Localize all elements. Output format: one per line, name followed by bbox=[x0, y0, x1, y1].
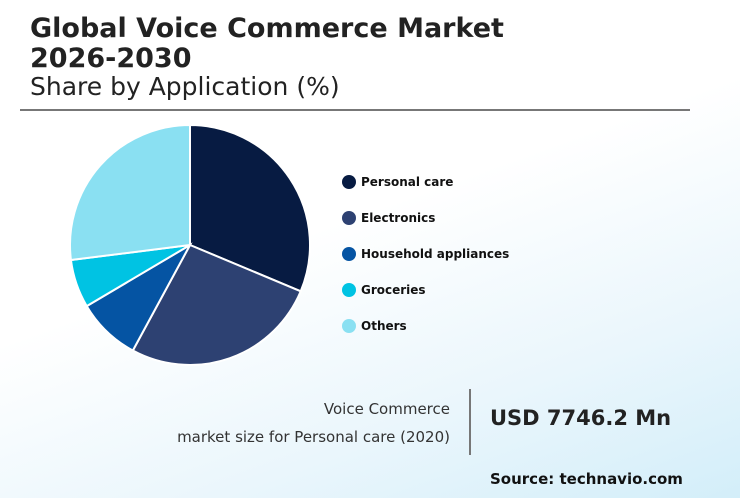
legend-item: Groceries bbox=[342, 283, 426, 297]
title-line-1: Global Voice Commerce Market bbox=[30, 13, 504, 44]
legend-swatch bbox=[342, 175, 356, 189]
title-line-2: 2026-2030 bbox=[30, 43, 192, 74]
legend-swatch bbox=[342, 247, 356, 261]
chart-subtitle: Share by Application (%) bbox=[30, 72, 340, 101]
pie-slice-personal-care bbox=[189, 123, 311, 293]
legend-swatch bbox=[342, 283, 356, 297]
legend-label: Others bbox=[361, 319, 407, 333]
legend-swatch bbox=[342, 211, 356, 225]
legend-item: Others bbox=[342, 319, 407, 333]
divider-vertical bbox=[469, 389, 471, 455]
market-size-label-2: market size for Personal care (2020) bbox=[177, 428, 450, 446]
source-text: Source: technavio.com bbox=[490, 470, 683, 488]
legend-label: Personal care bbox=[361, 175, 454, 189]
legend-item: Electronics bbox=[342, 211, 435, 225]
legend-item: Household appliances bbox=[342, 247, 509, 261]
legend-swatch bbox=[342, 319, 356, 333]
pie-slice-others bbox=[69, 123, 191, 262]
legend-label: Household appliances bbox=[361, 247, 510, 261]
market-size-label-1: Voice Commerce bbox=[323, 400, 450, 418]
divider bbox=[20, 109, 690, 111]
legend-label: Groceries bbox=[361, 283, 426, 297]
legend-item: Personal care bbox=[342, 175, 453, 189]
legend-label: Electronics bbox=[361, 211, 436, 225]
chart-title: Global Voice Commerce Market 2026-2030 bbox=[30, 14, 504, 74]
market-size-value: USD 7746.2 Mn bbox=[490, 406, 672, 430]
